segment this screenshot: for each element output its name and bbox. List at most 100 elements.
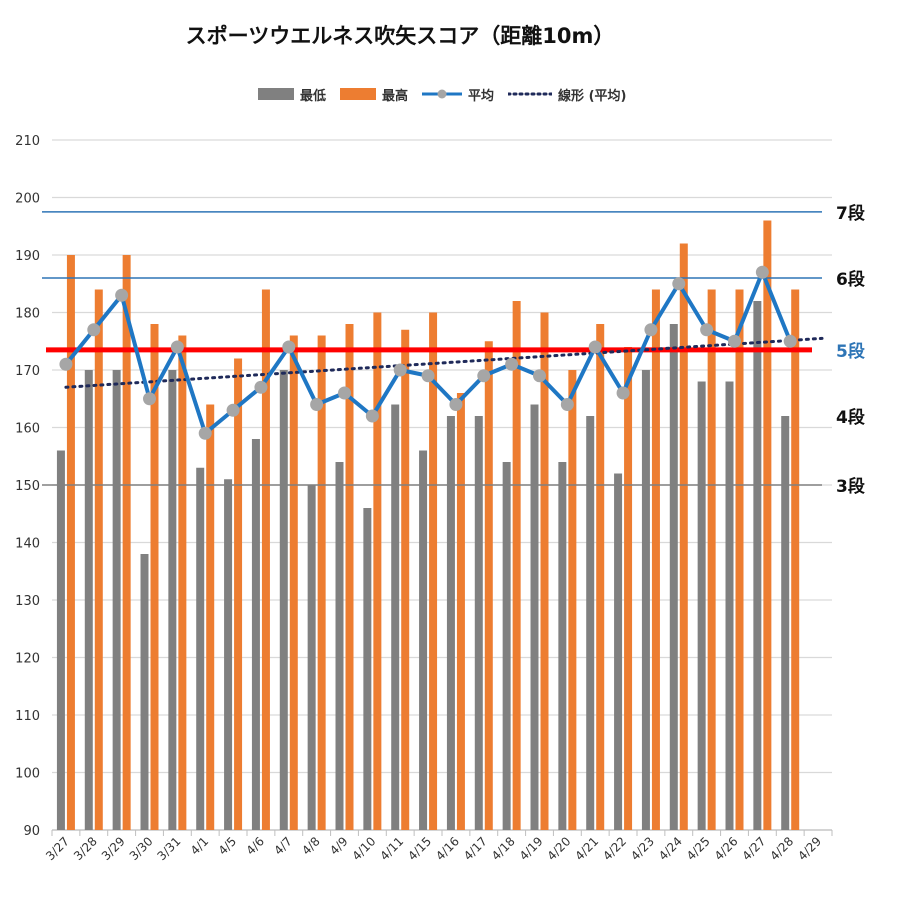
bar-max	[540, 312, 549, 830]
x-tick-label: 4/29	[795, 834, 824, 863]
bar-min	[781, 416, 790, 830]
bar-min	[641, 370, 650, 830]
average-point	[533, 369, 546, 383]
x-tick-label: 4/15	[405, 834, 434, 863]
bar-min	[196, 467, 205, 830]
bar-max	[429, 312, 438, 830]
y-tick-label: 210	[15, 134, 40, 149]
reference-label: 4段	[836, 407, 865, 428]
average-point	[700, 323, 714, 337]
bar-max	[512, 301, 521, 830]
average-point	[644, 323, 658, 337]
average-point	[365, 409, 379, 423]
legend-item-avg: 平均	[422, 85, 494, 104]
bar-min	[669, 324, 678, 830]
average-point	[143, 392, 156, 406]
x-tick-label: 3/27	[43, 834, 72, 863]
average-point	[310, 398, 324, 411]
average-point	[588, 340, 602, 354]
average-point	[477, 369, 491, 383]
x-tick-label: 4/1	[188, 834, 212, 858]
bar-min	[753, 301, 762, 830]
x-tick-label: 4/26	[712, 834, 741, 863]
legend-swatch-trend	[508, 92, 553, 96]
bar-min	[168, 370, 177, 830]
x-tick-label: 3/29	[99, 834, 128, 863]
bar-max	[679, 243, 688, 830]
bar-max	[735, 289, 744, 830]
legend-label-avg: 平均	[468, 88, 495, 104]
bar-max	[456, 393, 465, 830]
bar-min	[502, 462, 511, 830]
x-tick-label: 4/22	[600, 834, 629, 863]
legend: 最低 最高 平均 線形 (平均)	[258, 84, 640, 104]
x-tick-label: 4/7	[271, 834, 295, 858]
bar-max	[345, 324, 354, 830]
bar-max	[791, 289, 800, 830]
bar-max	[763, 220, 772, 830]
bar-min	[558, 462, 567, 830]
chart-title: スポーツウエルネス吹矢スコア（距離10m）	[185, 24, 615, 48]
average-point	[449, 398, 463, 411]
average-point	[170, 340, 184, 354]
reference-label: 3段	[836, 476, 865, 497]
average-point	[87, 323, 101, 337]
bar-max	[624, 347, 633, 830]
x-tick-label: 4/8	[299, 834, 323, 858]
bar-min	[530, 404, 539, 830]
y-tick-label: 120	[15, 652, 40, 667]
y-tick-label: 180	[15, 307, 40, 322]
y-tick-label: 190	[15, 249, 40, 264]
y-tick-label: 100	[15, 767, 40, 782]
average-point	[198, 426, 212, 440]
average-point	[338, 386, 351, 400]
x-tick-label: 4/28	[767, 834, 796, 863]
y-tick-label: 200	[15, 192, 40, 207]
y-tick-label: 170	[15, 364, 40, 379]
bar-min	[112, 370, 121, 830]
x-tick-label: 4/25	[684, 834, 713, 863]
x-tick-label: 4/5	[216, 834, 240, 858]
bar-max	[206, 404, 215, 830]
average-point	[728, 334, 741, 348]
reference-label: 5段	[836, 341, 865, 362]
legend-label-max: 最高	[382, 88, 409, 104]
x-tick-label: 4/21	[572, 834, 601, 863]
bar-max	[317, 335, 326, 830]
legend-swatch-min	[258, 88, 294, 100]
trendline	[64, 336, 824, 389]
x-tick-label: 4/18	[489, 834, 518, 863]
legend-item-max: 最高	[340, 85, 408, 104]
bar-min	[279, 370, 288, 830]
y-tick-label: 150	[15, 479, 40, 494]
average-point	[254, 380, 268, 394]
x-tick-label: 4/20	[545, 834, 574, 863]
bar-max	[651, 289, 660, 830]
average-point	[505, 357, 519, 371]
bar-min	[363, 508, 372, 830]
bar-max	[707, 289, 716, 830]
bar-min	[307, 485, 316, 830]
reference-label: 6段	[836, 269, 865, 290]
bar-max	[484, 341, 493, 830]
bar-min	[474, 416, 483, 830]
bar-min	[419, 450, 428, 830]
legend-label-trend: 線形 (平均)	[558, 88, 627, 104]
average-point	[755, 265, 769, 279]
bar-max	[150, 324, 159, 830]
average-point	[393, 363, 407, 377]
bar-max	[234, 358, 243, 830]
average-point	[421, 369, 435, 383]
average-point	[282, 340, 296, 354]
bar-min	[84, 370, 93, 830]
y-tick-label: 160	[15, 422, 40, 437]
bar-min	[391, 404, 400, 830]
bar-min	[586, 416, 595, 830]
x-tick-label: 4/11	[377, 834, 406, 863]
average-point	[226, 403, 240, 417]
x-tick-label: 4/19	[517, 834, 546, 863]
y-tick-label: 110	[15, 709, 40, 724]
bar-max	[94, 289, 103, 830]
